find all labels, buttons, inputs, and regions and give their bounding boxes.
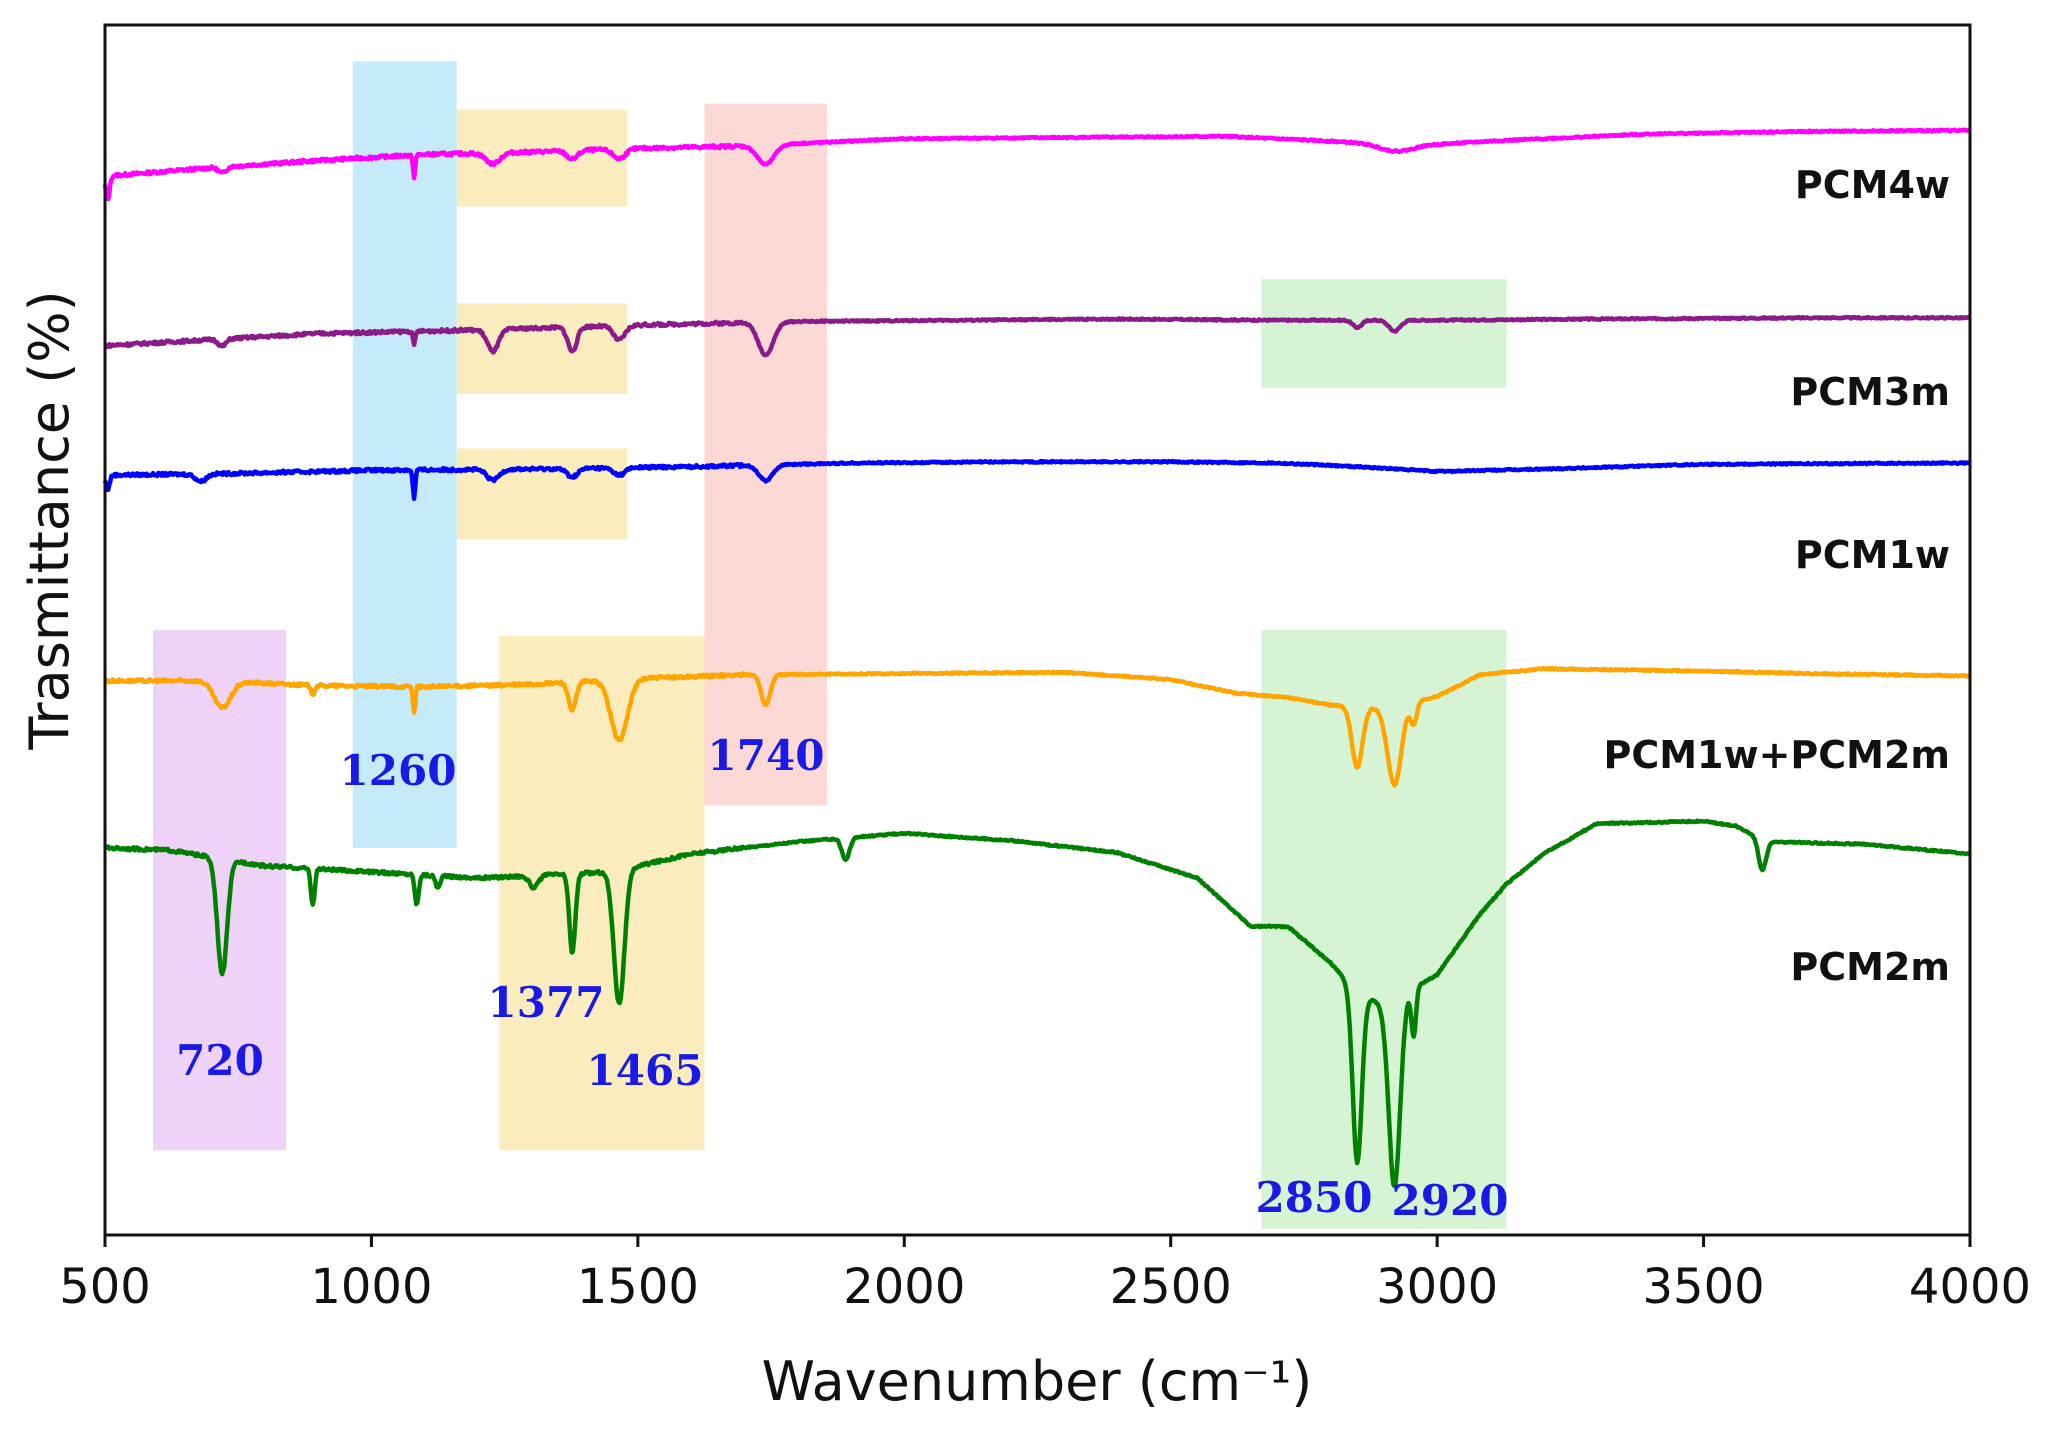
- series-label-pcm3m: PCM3m: [1790, 370, 1950, 414]
- highlight-bands: [152, 61, 1507, 1229]
- x-axis-ticks: 500 1000 1500 2000 2500 3000 3500 4000: [59, 1235, 2031, 1315]
- peak-label-1260: 1260: [340, 746, 457, 795]
- peak-label-2850: 2850: [1256, 1173, 1373, 1222]
- x-tick-label-1500: 1500: [577, 1259, 699, 1315]
- x-tick-label-2500: 2500: [1110, 1259, 1232, 1315]
- series-line-pcm4w: [102, 127, 1972, 202]
- series-label-pcm1w-pcm2m: PCM1w+PCM2m: [1603, 733, 1950, 777]
- series-line-pcm2m: [103, 818, 1972, 1189]
- highlight-band-0: [152, 630, 287, 1151]
- plot-frame: [103, 23, 1972, 1237]
- highlight-band-3: [456, 303, 628, 395]
- peak-label-1377: 1377: [488, 978, 605, 1027]
- x-tick-label-1000: 1000: [310, 1259, 432, 1315]
- highlight-band-6: [704, 103, 828, 806]
- series-label-pcm1w: PCM1w: [1795, 533, 1950, 577]
- series-label-pcm2m: PCM2m: [1790, 945, 1950, 989]
- y-axis-title: Trasmittance (%): [18, 290, 81, 750]
- series-line-pcm3m: [103, 314, 1972, 358]
- highlight-band-7: [1261, 279, 1507, 388]
- x-axis-title: Wavenumber (cm⁻¹): [762, 1350, 1313, 1413]
- x-tick-label-2000: 2000: [843, 1259, 965, 1315]
- series-line-pcm1w-pcm2m: [103, 665, 1972, 788]
- x-tick-label-3000: 3000: [1376, 1259, 1498, 1315]
- peak-label-720: 720: [176, 1036, 264, 1085]
- series-label-pcm4w: PCM4w: [1795, 163, 1950, 207]
- peak-label-2920: 2920: [1392, 1176, 1509, 1225]
- highlight-band-5: [499, 636, 705, 1151]
- x-tick-label-500: 500: [59, 1259, 151, 1315]
- x-tick-label-4000: 4000: [1909, 1259, 2031, 1315]
- series-line-pcm1w: [102, 458, 1972, 501]
- x-tick-label-3500: 3500: [1642, 1259, 1764, 1315]
- highlight-band-4: [456, 448, 628, 540]
- peak-label-1740: 1740: [708, 731, 825, 780]
- highlight-band-1: [352, 61, 457, 848]
- spectra-series: [102, 127, 1972, 1189]
- peak-label-1465: 1465: [587, 1046, 704, 1095]
